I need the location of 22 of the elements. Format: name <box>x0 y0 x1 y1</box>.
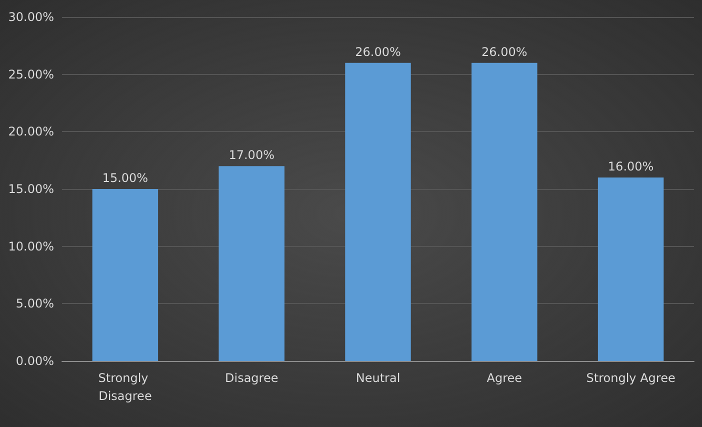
data-label: 16.00% <box>608 160 654 174</box>
bar <box>598 178 664 361</box>
y-tick-label: 25.00% <box>8 67 54 82</box>
bar <box>92 189 158 361</box>
data-label: 26.00% <box>355 44 401 59</box>
x-tick-label: Strongly Agree <box>586 371 676 385</box>
y-tick-label: 5.00% <box>16 296 54 311</box>
y-tick-label: 10.00% <box>8 239 54 254</box>
data-label: 17.00% <box>228 148 274 162</box>
bar <box>345 62 411 361</box>
y-tick-label: 0.00% <box>16 354 54 368</box>
bar <box>218 166 284 361</box>
x-tick-label: Agree <box>486 371 522 385</box>
y-tick-label: 20.00% <box>8 124 54 139</box>
y-tick-label: 15.00% <box>8 182 54 196</box>
x-tick-label: Disagree <box>224 371 278 385</box>
data-label: 26.00% <box>482 44 528 59</box>
bar <box>472 62 538 361</box>
y-tick-label: 30.00% <box>8 10 54 24</box>
x-tick-label: Neutral <box>356 371 400 385</box>
x-tick-label: Strongly Disagree <box>98 371 152 403</box>
data-label: 15.00% <box>102 171 148 185</box>
